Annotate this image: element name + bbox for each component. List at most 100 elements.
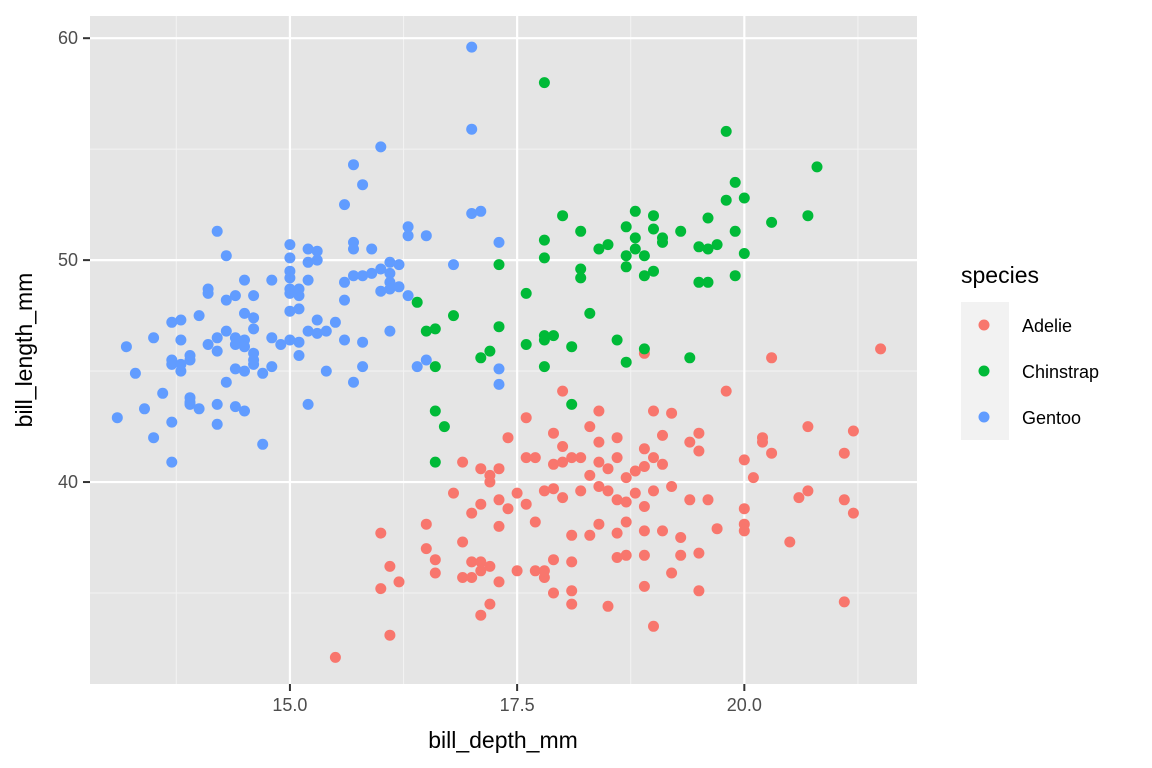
adelie-point [575, 485, 587, 497]
adelie-point [566, 585, 578, 597]
adelie-point [838, 494, 850, 506]
gentoo-point [284, 239, 296, 251]
adelie-point [766, 352, 778, 364]
adelie-point [838, 447, 850, 459]
adelie-point [629, 487, 641, 499]
adelie-point [511, 487, 523, 499]
adelie-point [511, 565, 523, 577]
adelie-point [375, 527, 387, 539]
chinstrap-point [520, 287, 532, 299]
adelie-point [838, 596, 850, 608]
adelie-point [875, 343, 887, 355]
adelie-point [548, 427, 559, 439]
gentoo-point [229, 363, 241, 375]
adelie-point [747, 472, 759, 484]
gentoo-point [348, 376, 359, 388]
chinstrap-point [638, 270, 650, 282]
chinstrap-point [602, 239, 614, 251]
chinstrap-point [811, 161, 823, 173]
gentoo-point [339, 199, 350, 211]
chinstrap-point [575, 272, 587, 284]
chinstrap-point [611, 334, 623, 346]
gentoo-point [239, 274, 250, 286]
gentoo-point [284, 334, 296, 346]
gentoo-point [202, 287, 214, 299]
chinstrap-point [766, 216, 778, 228]
major-gridlines [90, 16, 917, 684]
adelie-point [429, 554, 441, 566]
gentoo-point [466, 123, 478, 135]
adelie-point [648, 485, 659, 497]
chinstrap-point [702, 212, 714, 224]
adelie-point [457, 572, 469, 583]
chinstrap-point [620, 221, 632, 233]
gentoo-point [166, 416, 178, 428]
adelie-point [475, 463, 487, 475]
chinstrap-point [429, 323, 441, 335]
gentoo-point [211, 398, 223, 410]
adelie-point [638, 501, 650, 512]
chinstrap-point [448, 310, 459, 322]
chinstrap-point [629, 243, 641, 255]
gentoo-point [266, 361, 278, 373]
gentoo-point [466, 208, 478, 219]
gentoo-point [193, 403, 205, 415]
adelie-point [793, 492, 805, 504]
gentoo-point [411, 361, 423, 373]
adelie-point [802, 421, 814, 433]
adelie-point [384, 629, 396, 641]
y-axis: 40 50 60 [58, 28, 90, 492]
gentoo-point [239, 341, 250, 353]
gentoo-point [148, 432, 160, 444]
gentoo-point [293, 283, 305, 295]
gentoo-point [466, 41, 478, 53]
chinstrap-point [620, 261, 632, 273]
adelie-point [611, 552, 623, 563]
gentoo-point [311, 245, 323, 257]
adelie-point [657, 458, 668, 470]
chinstrap-point [429, 361, 441, 373]
gentoo-point [302, 256, 314, 268]
y-axis-title: bill_length_mm [11, 273, 37, 428]
gentoo-point [302, 398, 314, 410]
chinstrap-point [693, 276, 705, 288]
adelie-point [475, 565, 487, 577]
adelie-point [738, 454, 750, 466]
chinstrap-point [593, 243, 605, 255]
plot-panel [90, 16, 917, 684]
gentoo-point [175, 314, 187, 326]
adelie-point [557, 441, 569, 452]
chinstrap-point [629, 205, 641, 217]
adelie-point [484, 598, 496, 610]
adelie-point [584, 421, 596, 433]
gentoo-point [248, 312, 260, 324]
adelie-point [693, 445, 705, 457]
chinstrap-point [711, 239, 723, 251]
gentoo-point [302, 274, 314, 286]
adelie-point [847, 507, 859, 519]
gentoo-point [402, 221, 414, 233]
adelie-point [484, 469, 496, 481]
gentoo-point [384, 267, 396, 279]
chinstrap-point [620, 250, 632, 262]
adelie-point [784, 536, 796, 548]
y-tick-label: 60 [58, 28, 78, 48]
adelie-point [593, 436, 605, 448]
chinstrap-point [684, 352, 696, 364]
adelie-point [548, 483, 559, 495]
legend-label: Adelie [1022, 316, 1072, 336]
gentoo-point [302, 325, 314, 337]
adelie-point [757, 432, 768, 444]
adelie-point [675, 549, 687, 561]
adelie-point [593, 518, 605, 530]
gentoo-point [229, 339, 241, 350]
gentoo-point [375, 263, 387, 275]
adelie-point [466, 556, 478, 568]
adelie-point [375, 583, 387, 595]
gentoo-point [320, 365, 332, 377]
gentoo-point [220, 294, 232, 306]
adelie-point [475, 556, 487, 568]
adelie-point [620, 472, 632, 484]
legend-title: species [961, 262, 1039, 288]
